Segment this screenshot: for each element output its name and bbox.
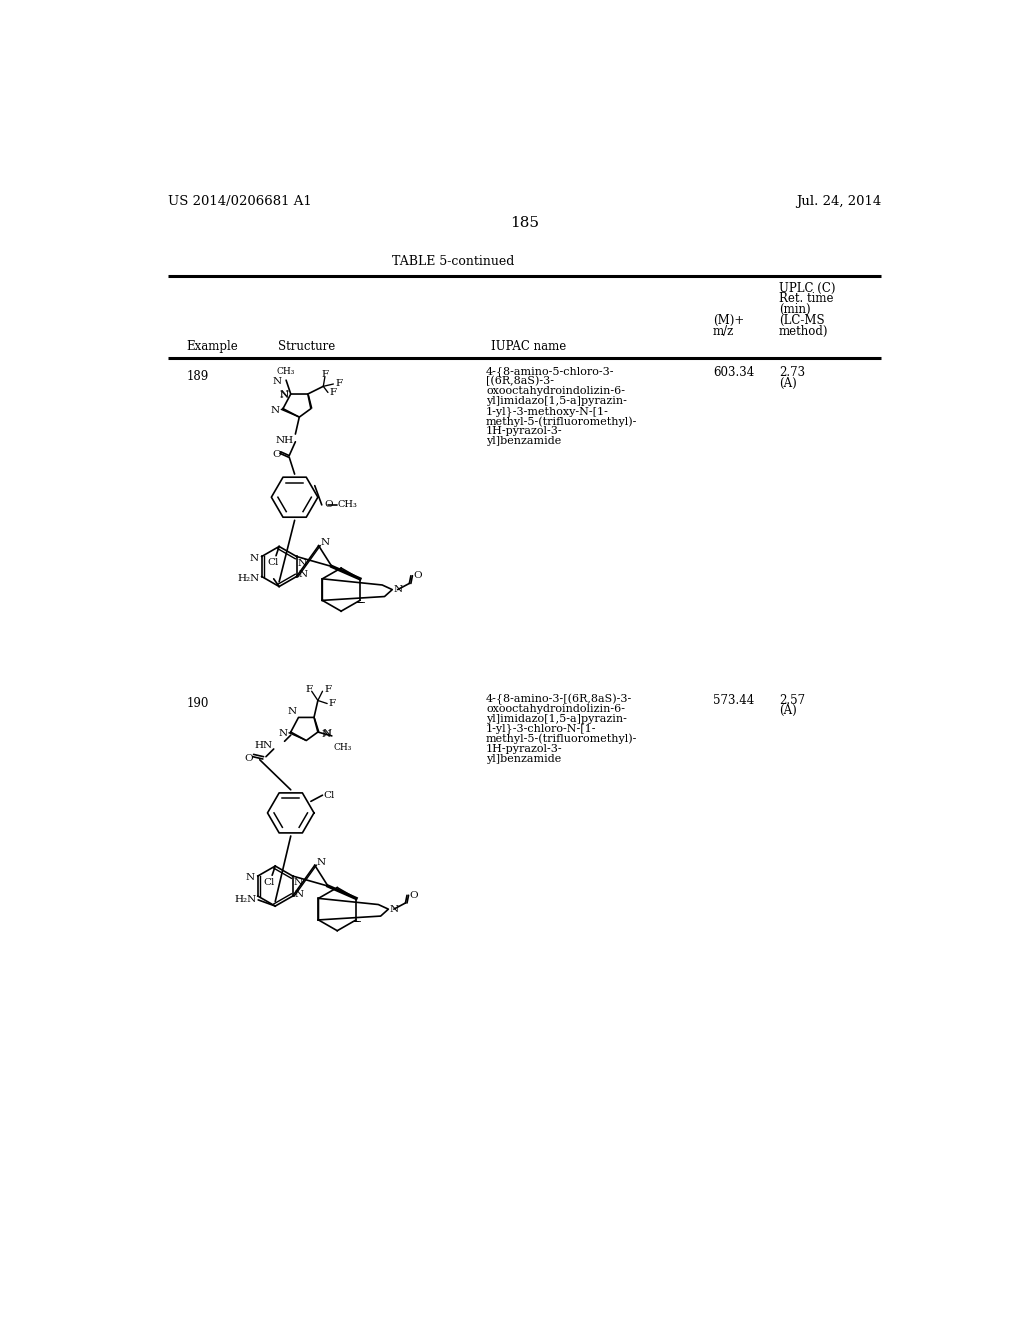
Text: CH₃: CH₃	[337, 500, 357, 510]
Text: F: F	[305, 685, 312, 694]
Text: N: N	[390, 904, 399, 913]
Text: US 2014/0206681 A1: US 2014/0206681 A1	[168, 195, 312, 209]
Text: N: N	[394, 585, 403, 594]
Text: O: O	[245, 754, 253, 763]
Text: N: N	[280, 391, 289, 400]
Text: O: O	[272, 450, 282, 458]
Text: NH: NH	[275, 436, 294, 445]
Text: O: O	[324, 500, 333, 510]
Text: m/z: m/z	[713, 325, 734, 338]
Text: CH₃: CH₃	[276, 367, 295, 376]
Text: F: F	[329, 700, 336, 708]
Text: Cl: Cl	[263, 878, 274, 887]
Text: 1H-pyrazol-3-: 1H-pyrazol-3-	[486, 426, 562, 437]
Text: O: O	[414, 572, 422, 581]
Text: 4-{8-amino-3-[(6R,8aS)-3-: 4-{8-amino-3-[(6R,8aS)-3-	[486, 693, 632, 705]
Text: methyl-5-(trifluoromethyl)-: methyl-5-(trifluoromethyl)-	[486, 734, 637, 744]
Text: Cl: Cl	[267, 558, 279, 568]
Text: Structure: Structure	[278, 341, 335, 354]
Text: N: N	[298, 570, 307, 579]
Text: N: N	[270, 405, 280, 414]
Text: N: N	[323, 729, 332, 738]
Text: N: N	[280, 389, 289, 399]
Text: (M)+: (M)+	[713, 314, 744, 327]
Text: N: N	[297, 558, 306, 568]
Text: Example: Example	[186, 341, 238, 354]
Text: CH₃: CH₃	[334, 743, 352, 752]
Text: [(6R,8aS)-3-: [(6R,8aS)-3-	[486, 376, 554, 387]
Text: 2.73: 2.73	[779, 367, 805, 379]
Text: oxooctahydroindolizin-6-: oxooctahydroindolizin-6-	[486, 704, 625, 714]
Text: 190: 190	[186, 697, 209, 710]
Text: H₂N: H₂N	[238, 574, 260, 583]
Text: N: N	[321, 539, 330, 546]
Text: 1-yl}-3-methoxy-N-[1-: 1-yl}-3-methoxy-N-[1-	[486, 407, 609, 417]
Text: F: F	[336, 379, 343, 388]
Text: (A): (A)	[779, 705, 797, 717]
Text: 1-yl}-3-chloro-N-[1-: 1-yl}-3-chloro-N-[1-	[486, 723, 597, 734]
Text: (LC-MS: (LC-MS	[779, 314, 824, 327]
Text: 573.44: 573.44	[713, 693, 755, 706]
Text: N: N	[316, 858, 326, 867]
Text: N: N	[294, 878, 303, 887]
Text: Jul. 24, 2014: Jul. 24, 2014	[796, 195, 882, 209]
Text: F: F	[324, 685, 331, 694]
Text: yl]imidazo[1,5-a]pyrazin-: yl]imidazo[1,5-a]pyrazin-	[486, 714, 627, 723]
Text: yl]imidazo[1,5-a]pyrazin-: yl]imidazo[1,5-a]pyrazin-	[486, 396, 627, 407]
Text: (min): (min)	[779, 304, 811, 317]
Text: N: N	[322, 730, 331, 739]
Text: Cl: Cl	[324, 791, 335, 800]
Text: 603.34: 603.34	[713, 367, 755, 379]
Text: yl]benzamide: yl]benzamide	[486, 437, 561, 446]
Text: F: F	[330, 388, 337, 397]
Text: 185: 185	[510, 216, 540, 230]
Text: methyl-5-(trifluoromethyl)-: methyl-5-(trifluoromethyl)-	[486, 416, 637, 426]
Text: N: N	[272, 378, 282, 387]
Text: (A): (A)	[779, 378, 797, 391]
Text: 4-{8-amino-5-chloro-3-: 4-{8-amino-5-chloro-3-	[486, 367, 614, 378]
Text: UPLC (C): UPLC (C)	[779, 281, 836, 294]
Text: Ret. time: Ret. time	[779, 293, 834, 305]
Text: HN: HN	[254, 742, 272, 750]
Text: 2.57: 2.57	[779, 693, 805, 706]
Text: 189: 189	[186, 370, 208, 383]
Text: N: N	[279, 729, 288, 738]
Text: TABLE 5-continued: TABLE 5-continued	[391, 255, 514, 268]
Text: N: N	[294, 890, 303, 899]
Text: H₂N: H₂N	[234, 895, 257, 904]
Text: method): method)	[779, 325, 828, 338]
Text: N: N	[288, 708, 297, 715]
Text: F: F	[322, 371, 329, 379]
Text: yl]benzamide: yl]benzamide	[486, 754, 561, 763]
Text: oxooctahydroindolizin-6-: oxooctahydroindolizin-6-	[486, 387, 625, 396]
Text: IUPAC name: IUPAC name	[492, 341, 566, 354]
Text: 1H-pyrazol-3-: 1H-pyrazol-3-	[486, 743, 562, 754]
Text: O: O	[410, 891, 418, 900]
Text: N: N	[250, 553, 259, 562]
Text: N: N	[246, 873, 255, 882]
